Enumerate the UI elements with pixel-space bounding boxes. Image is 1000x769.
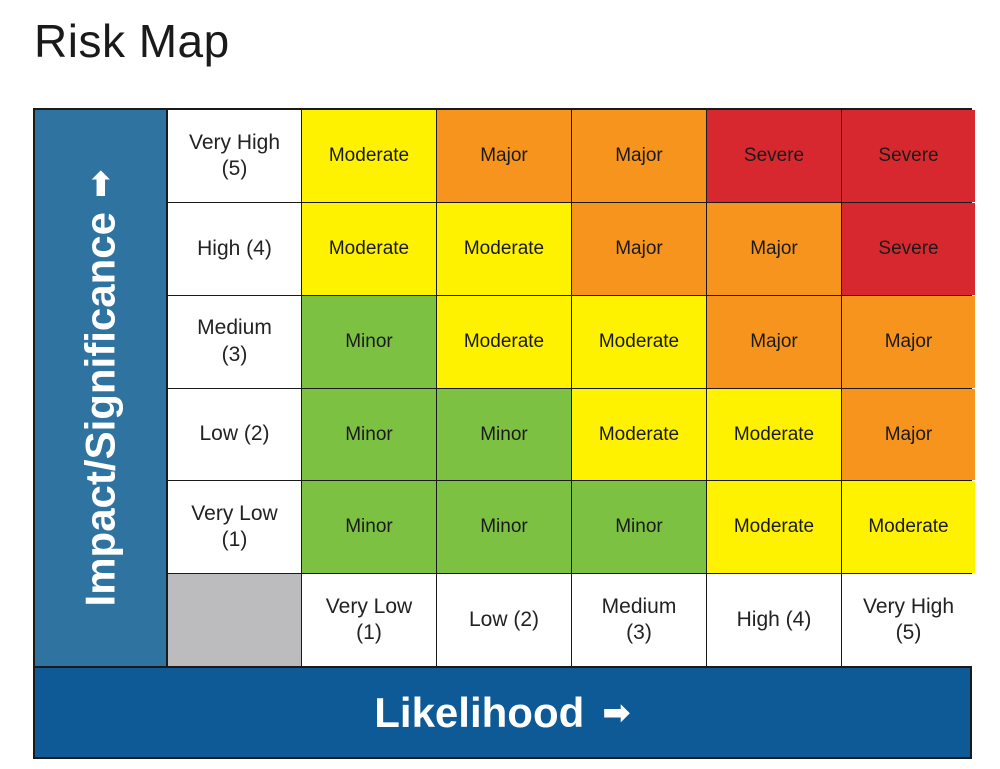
risk-cell: Moderate: [842, 481, 975, 574]
risk-cell: Moderate: [572, 388, 706, 481]
risk-cell: Moderate: [302, 202, 436, 295]
risk-cell: Moderate: [437, 202, 571, 295]
risk-cell: Moderate: [572, 295, 706, 388]
likelihood-level-label: Very High (5): [842, 574, 975, 666]
risk-cell: Severe: [707, 110, 841, 202]
impact-level-label: High (4): [168, 202, 301, 295]
y-axis-label: Impact/Significance: [76, 212, 124, 607]
impact-level-label: Low (2): [168, 388, 301, 481]
risk-cell: Major: [842, 295, 975, 388]
y-axis-band: Impact/Significance ➡: [35, 110, 168, 666]
risk-grid: Very High (5) Moderate Major Major Severe Sev…: [168, 110, 975, 666]
risk-cell: Moderate: [707, 388, 841, 481]
likelihood-level-label: Low (2): [437, 574, 571, 666]
risk-cell: Major: [572, 202, 706, 295]
risk-cell: Minor: [572, 481, 706, 574]
risk-cell: Major: [437, 110, 571, 202]
risk-cell: Minor: [302, 388, 436, 481]
risk-cell: Minor: [437, 481, 571, 574]
impact-level-label: Medium (3): [168, 295, 301, 388]
risk-cell: Major: [572, 110, 706, 202]
risk-cell: Minor: [437, 388, 571, 481]
likelihood-level-label: Medium (3): [572, 574, 706, 666]
risk-cell: Major: [707, 295, 841, 388]
x-axis-label: Likelihood: [374, 688, 585, 736]
risk-cell: Moderate: [707, 481, 841, 574]
likelihood-level-label: High (4): [707, 574, 841, 666]
risk-cell: Minor: [302, 295, 436, 388]
impact-level-label: Very High (5): [168, 110, 301, 202]
risk-cell: Moderate: [437, 295, 571, 388]
x-axis-band: Likelihood ➡: [35, 666, 970, 757]
risk-cell: Moderate: [302, 110, 436, 202]
risk-cell: Severe: [842, 110, 975, 202]
corner-cell: [168, 574, 301, 666]
risk-cell: Major: [842, 388, 975, 481]
risk-cell: Major: [707, 202, 841, 295]
risk-map: Impact/Significance ➡ Very High (5) Moder…: [33, 108, 975, 759]
arrow-right-icon: ➡: [81, 169, 120, 199]
impact-level-label: Very Low (1): [168, 481, 301, 574]
risk-cell: Minor: [302, 481, 436, 574]
likelihood-level-label: Very Low (1): [302, 574, 436, 666]
risk-cell: Severe: [842, 202, 975, 295]
arrow-right-icon: ➡: [602, 693, 631, 732]
page-title: Risk Map: [34, 15, 230, 67]
